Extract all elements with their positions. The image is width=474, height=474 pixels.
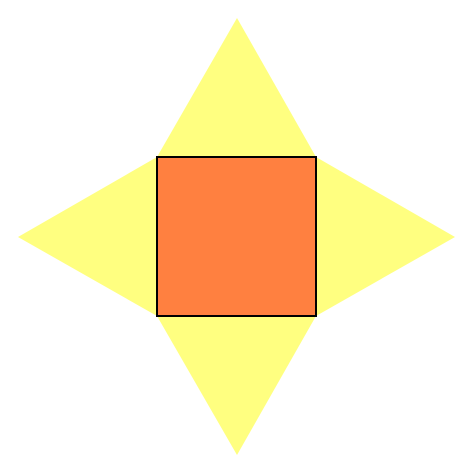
right-triangle: [316, 157, 455, 316]
top-triangle: [157, 18, 316, 157]
left-triangle: [18, 157, 157, 316]
bottom-triangle: [157, 316, 316, 455]
square-base: [156, 156, 317, 317]
